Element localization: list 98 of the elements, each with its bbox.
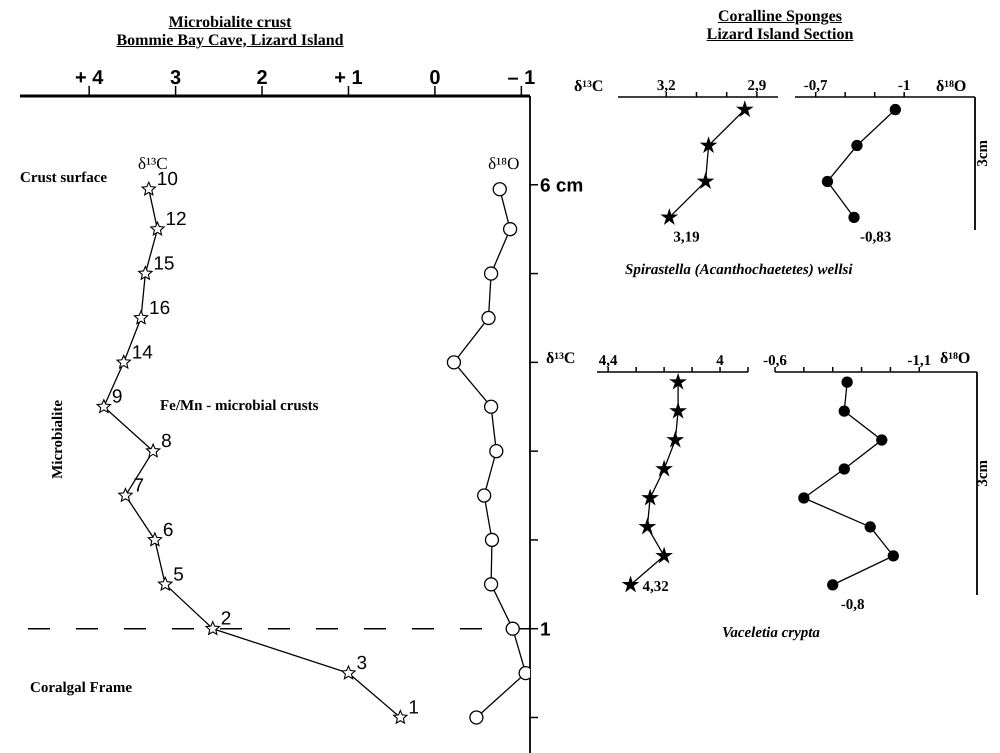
point xyxy=(134,310,148,324)
point xyxy=(851,140,863,152)
data-label: 3,19 xyxy=(673,229,700,246)
point xyxy=(502,222,518,236)
point xyxy=(668,432,683,447)
point xyxy=(642,490,658,505)
point xyxy=(393,710,408,724)
x-tick-label: 4,4 xyxy=(598,353,618,369)
point xyxy=(798,492,810,504)
annotation: 12 xyxy=(165,209,187,230)
point xyxy=(656,548,672,563)
chart-subtitle: Lizard Island Section xyxy=(706,26,854,44)
point xyxy=(142,182,156,196)
annotation: Microbialite xyxy=(50,400,67,479)
point xyxy=(700,137,716,152)
point xyxy=(506,622,520,636)
annotation: 2 xyxy=(220,608,232,630)
x-axis-title: δ¹³C xyxy=(574,78,604,96)
point xyxy=(737,102,752,116)
annotation: 6 xyxy=(162,520,174,541)
data-label: -0,8 xyxy=(840,596,864,613)
x-tick-label: + 1 xyxy=(334,67,363,89)
point xyxy=(484,577,498,592)
y-axis-title: 3cm xyxy=(975,460,992,487)
chart-title: Microbialite crust xyxy=(168,14,292,32)
point xyxy=(341,666,356,680)
point xyxy=(640,518,656,534)
x-tick-label: 2,9 xyxy=(747,78,766,94)
text: Vaceletia crypta xyxy=(722,625,820,642)
annotation: Coralgal Frame xyxy=(30,680,132,697)
point xyxy=(622,576,638,592)
x-tick-label: 3,2 xyxy=(656,78,676,94)
point xyxy=(477,488,492,503)
annotation: 14 xyxy=(132,342,154,364)
point xyxy=(822,176,834,188)
x-tick-label: 2 xyxy=(256,67,268,89)
point xyxy=(484,400,498,414)
point xyxy=(446,355,462,370)
annotation: 1 xyxy=(408,697,419,718)
point xyxy=(484,532,500,548)
x-axis-title: δ¹⁸O xyxy=(940,350,970,368)
point xyxy=(148,532,162,546)
point xyxy=(118,488,133,502)
chart-title: Coralline Sponges xyxy=(716,8,843,26)
annotation: 5 xyxy=(173,564,184,586)
annotation: 16 xyxy=(149,298,170,319)
point xyxy=(838,405,850,417)
x-tick-label: -0,6 xyxy=(763,353,788,369)
point xyxy=(848,212,860,224)
data-label: 4,32 xyxy=(642,578,669,595)
annotation: 9 xyxy=(112,386,122,408)
point xyxy=(656,460,672,476)
point xyxy=(698,173,714,188)
point xyxy=(158,576,172,591)
point xyxy=(206,621,220,635)
point xyxy=(150,222,165,236)
point xyxy=(138,266,153,280)
x-tick-label: 0 xyxy=(429,67,440,89)
point xyxy=(146,444,160,458)
point xyxy=(827,579,838,591)
annotation: Crust surface xyxy=(20,170,108,187)
annotation: Fe/Mn - microbial crusts xyxy=(160,398,318,415)
x-tick-label: -1 xyxy=(898,78,910,94)
point xyxy=(864,521,876,533)
point xyxy=(116,354,131,369)
point xyxy=(670,374,686,389)
x-tick-label: -0,7 xyxy=(804,78,828,94)
point xyxy=(492,182,507,196)
y-tick-label: 6 cm xyxy=(540,176,584,197)
point xyxy=(838,463,850,475)
point xyxy=(489,444,504,458)
x-tick-label: + 4 xyxy=(74,67,104,89)
x-tick-label: -1,1 xyxy=(907,353,932,369)
point xyxy=(96,399,112,413)
x-axis-title: δ¹⁸O xyxy=(936,78,966,96)
point xyxy=(469,710,484,725)
point xyxy=(662,209,677,224)
annotation: 3 xyxy=(356,653,368,674)
annotation: 7 xyxy=(133,476,144,497)
point xyxy=(888,550,899,562)
x-tick-label: 4 xyxy=(716,353,724,369)
y-axis-title: 3cm xyxy=(975,140,992,167)
series-label: δ¹⁸O xyxy=(488,154,520,174)
point xyxy=(670,403,686,418)
chart-subtitle: Bommie Bay Cave, Lizard Island xyxy=(115,32,345,50)
point xyxy=(876,434,888,446)
x-tick-label: 3 xyxy=(170,67,182,89)
point xyxy=(481,310,496,326)
point xyxy=(484,266,498,281)
point xyxy=(890,104,901,116)
x-axis-title: δ¹³C xyxy=(546,350,576,368)
annotation: 15 xyxy=(153,254,174,275)
annotation: 10 xyxy=(156,169,178,190)
point xyxy=(841,376,853,388)
text: Spirastella (Acanthochaetetes) wellsi xyxy=(625,262,852,279)
data-label: -0,83 xyxy=(860,229,892,246)
annotation: 8 xyxy=(161,431,172,452)
x-tick-label: – 1 xyxy=(507,67,536,89)
